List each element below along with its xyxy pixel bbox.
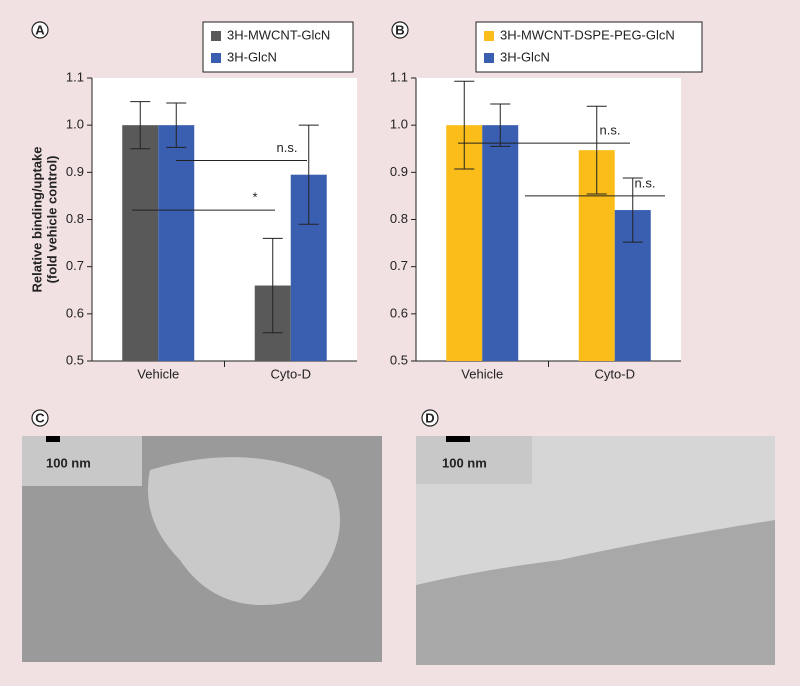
y-tick-label: 0.7 — [390, 258, 408, 273]
legend-label: 3H-GlcN — [500, 49, 550, 64]
panel-marker — [421, 409, 439, 427]
y-tick-label: 0.9 — [390, 164, 408, 179]
y-tick-label: 0.5 — [66, 352, 84, 367]
error-bar — [622, 177, 643, 243]
legend-label: 3H-MWCNT-GlcN — [227, 27, 330, 42]
error-bar — [454, 80, 475, 170]
panel-label: D — [425, 410, 434, 425]
scale-bar — [46, 436, 60, 442]
y-tick-label: 0.9 — [66, 164, 84, 179]
legend-swatch — [484, 31, 494, 41]
image-detail — [148, 457, 340, 605]
error-bar — [166, 102, 187, 148]
legend-label: 3H-MWCNT-DSPE-PEG-GlcN — [500, 27, 675, 42]
y-tick-label: 0.8 — [390, 211, 408, 226]
y-tick-label: 1.0 — [66, 117, 84, 132]
error-bar — [490, 103, 511, 147]
legend — [475, 21, 703, 73]
scale-bar — [446, 436, 470, 442]
y-tick-label: 0.8 — [66, 211, 84, 226]
legend-label: 3H-GlcN — [227, 49, 277, 64]
x-tick-label: Cyto-D — [271, 366, 311, 381]
y-axis-label: (fold vehicle control) — [44, 156, 59, 284]
panel-marker — [31, 409, 49, 427]
panel-marker — [391, 21, 409, 39]
y-tick-label: 1.0 — [390, 117, 408, 132]
annotation: n.s. — [277, 140, 298, 155]
y-tick-label: 1.1 — [390, 69, 408, 84]
legend-swatch — [211, 31, 221, 41]
panel-label: A — [35, 22, 45, 37]
legend — [202, 21, 354, 73]
panel-marker — [31, 21, 49, 39]
error-bar — [586, 105, 607, 195]
y-tick-label: 0.6 — [66, 305, 84, 320]
y-tick-label: 0.6 — [390, 305, 408, 320]
legend-swatch — [484, 53, 494, 63]
x-tick-label: Cyto-D — [595, 366, 635, 381]
y-axis-label: Relative binding/uptake — [29, 147, 44, 293]
annotation: n.s. — [600, 123, 621, 138]
y-tick-label: 0.7 — [66, 258, 84, 273]
x-tick-label: Vehicle — [461, 366, 503, 381]
bar — [158, 125, 195, 362]
scale-label: 100 nm — [46, 455, 91, 470]
micrograph-d: 100 nm — [416, 436, 775, 665]
annotation: * — [252, 190, 257, 205]
panel-label: C — [35, 410, 45, 425]
scale-box — [22, 436, 142, 486]
micrograph-c: 100 nm — [22, 436, 382, 662]
bar — [482, 125, 519, 362]
error-bar — [130, 101, 151, 150]
x-tick-label: Vehicle — [137, 366, 179, 381]
panel-label: B — [395, 22, 404, 37]
error-bar — [262, 237, 283, 334]
bar — [122, 125, 159, 362]
error-bar — [298, 124, 319, 225]
legend-swatch — [211, 53, 221, 63]
y-tick-label: 1.1 — [66, 69, 84, 84]
scale-box — [416, 436, 532, 484]
annotation: n.s. — [635, 175, 656, 190]
scale-label: 100 nm — [442, 455, 487, 470]
y-tick-label: 0.5 — [390, 352, 408, 367]
